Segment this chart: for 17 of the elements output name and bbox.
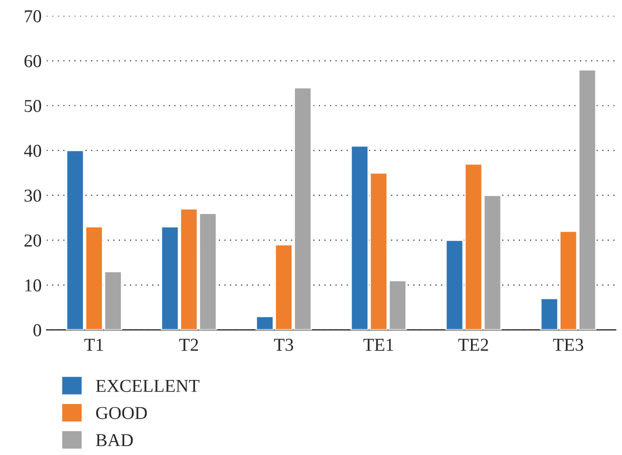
y-tick-label: 0 (33, 324, 42, 336)
y-tick-label: 50 (24, 100, 42, 112)
y-tick-label: 20 (24, 234, 42, 247)
x-tick-label: TE1 (363, 338, 394, 351)
y-tick-label: 70 (24, 10, 42, 22)
x-tick-label: T3 (274, 338, 294, 351)
x-tick-label: TE2 (458, 338, 488, 351)
x-tick-label: T1 (84, 338, 104, 351)
legend-label: GOOD (96, 406, 147, 420)
y-tick-label: 30 (24, 190, 42, 202)
legend-label: BAD (96, 434, 133, 446)
x-tick-label: TE3 (553, 338, 584, 351)
y-tick-label: 60 (24, 55, 42, 68)
y-tick-label: 10 (25, 279, 42, 292)
legend-label: EXCELLENT (96, 380, 200, 392)
y-tick-label: 40 (24, 144, 42, 157)
x-tick-label: T2 (179, 338, 198, 351)
